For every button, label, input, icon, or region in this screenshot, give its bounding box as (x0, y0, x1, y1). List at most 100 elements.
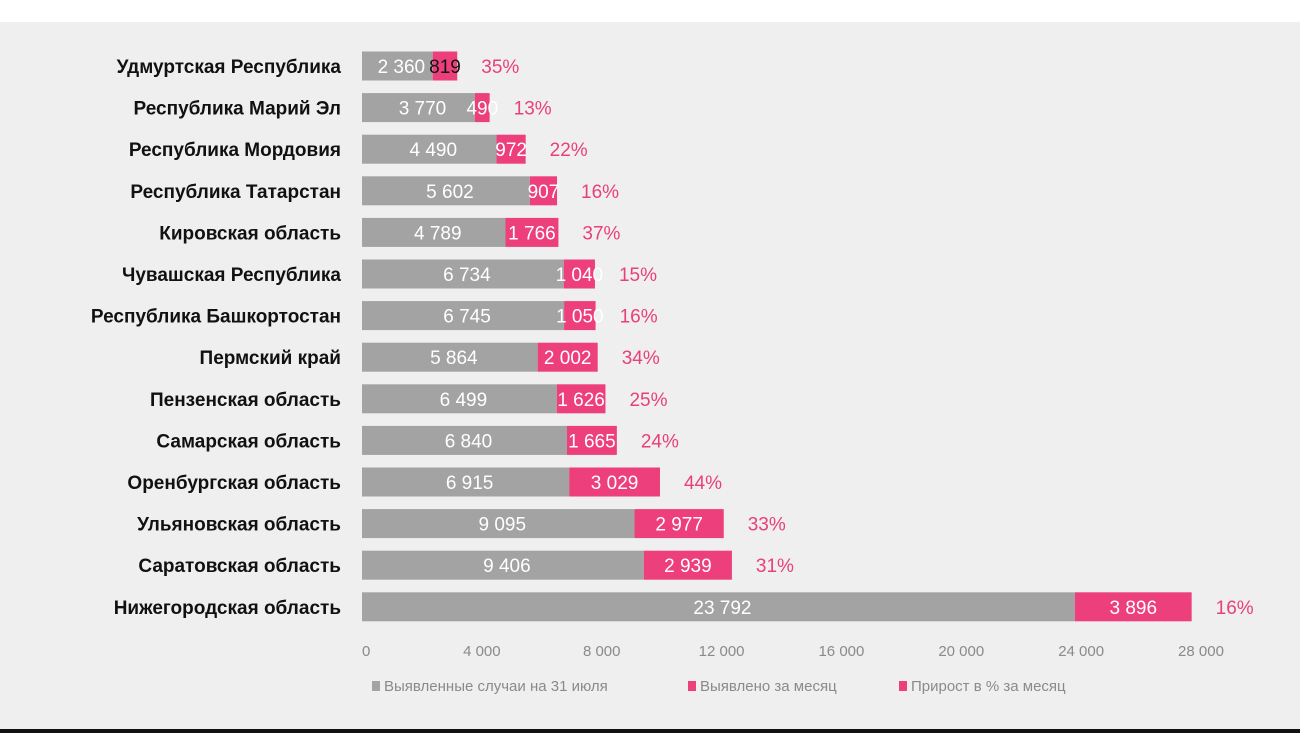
growth-percent-label: 16% (581, 182, 619, 203)
x-tick-label: 28 000 (1178, 643, 1224, 660)
bar-monthly-cases (496, 134, 526, 164)
total-cases-label: 6 745 (443, 307, 491, 328)
category-label: Чувашская Республика (122, 265, 341, 286)
monthly-cases-label: 490 (466, 99, 498, 120)
growth-percent-label: 33% (748, 515, 786, 536)
legend-swatch (372, 681, 380, 691)
legend-entry: Выявлено за месяц (700, 678, 837, 695)
category-label: Самарская область (156, 431, 341, 452)
bar-total-cases (362, 425, 567, 455)
bar-total-cases (362, 342, 538, 372)
x-tick-label: 0 (362, 643, 370, 660)
legend-swatch (899, 681, 907, 691)
bar-monthly-cases (643, 550, 732, 580)
category-label: Удмуртская Республика (117, 57, 342, 78)
total-cases-label: 6 499 (440, 390, 488, 411)
x-tick-label: 20 000 (938, 643, 984, 660)
bottom-border (0, 729, 1300, 733)
total-cases-label: 6 734 (443, 265, 491, 286)
bar-total-cases (362, 592, 1075, 622)
legend-entry: Прирост в % за месяц (911, 678, 1066, 695)
monthly-cases-label: 2 002 (544, 348, 592, 369)
category-label: Республика Башкортостан (91, 307, 341, 328)
monthly-cases-label: 1 766 (508, 223, 556, 244)
bar-monthly-cases (1074, 592, 1192, 622)
total-cases-label: 9 406 (483, 556, 531, 577)
bar-monthly-cases (564, 301, 596, 331)
monthly-cases-label: 2 939 (664, 556, 712, 577)
growth-percent-label: 37% (582, 223, 620, 244)
category-label: Республика Марий Эл (134, 99, 341, 120)
monthly-cases-label: 1 040 (556, 265, 604, 286)
category-label: Республика Мордовия (129, 140, 341, 161)
total-cases-label: 4 789 (414, 223, 462, 244)
x-tick-label: 12 000 (699, 643, 745, 660)
category-label: Нижегородская область (114, 598, 341, 619)
bar-monthly-cases (569, 467, 660, 497)
growth-percent-label: 44% (684, 473, 722, 494)
x-tick-label: 4 000 (463, 643, 501, 660)
bar-total-cases (362, 301, 565, 331)
legend-entry: Выявленные случаи на 31 июля (384, 678, 608, 695)
category-label: Ульяновская область (137, 515, 341, 536)
total-cases-label: 3 770 (399, 99, 447, 120)
growth-percent-label: 13% (514, 99, 552, 120)
monthly-cases-label: 972 (495, 140, 527, 161)
bar-total-cases (362, 176, 530, 206)
bar-total-cases (362, 51, 433, 81)
bar-total-cases (362, 384, 557, 414)
bar-total-cases (362, 217, 506, 247)
growth-percent-label: 25% (629, 390, 667, 411)
monthly-cases-label: 1 626 (557, 390, 605, 411)
x-tick-label: 8 000 (583, 643, 621, 660)
growth-percent-label: 31% (756, 556, 794, 577)
bar-monthly-cases (432, 51, 458, 81)
bar-monthly-cases (505, 217, 559, 247)
monthly-cases-label: 3 029 (591, 473, 639, 494)
total-cases-label: 23 792 (693, 598, 751, 619)
monthly-cases-label: 3 896 (1110, 598, 1158, 619)
bar-total-cases (362, 550, 644, 580)
total-cases-label: 4 490 (409, 140, 457, 161)
growth-percent-label: 16% (1216, 598, 1254, 619)
monthly-cases-label: 1 665 (568, 431, 616, 452)
bar-monthly-cases (634, 509, 724, 539)
growth-percent-label: 15% (619, 265, 657, 286)
total-cases-label: 5 602 (426, 182, 474, 203)
bar-monthly-cases (566, 425, 617, 455)
monthly-cases-label: 2 977 (655, 515, 703, 536)
x-tick-label: 24 000 (1058, 643, 1104, 660)
growth-percent-label: 22% (550, 140, 588, 161)
total-cases-label: 6 840 (445, 431, 493, 452)
bar-monthly-cases (556, 384, 606, 414)
growth-percent-label: 16% (620, 307, 658, 328)
bar-monthly-cases (537, 342, 598, 372)
category-label: Кировская область (159, 223, 341, 244)
total-cases-label: 5 864 (430, 348, 478, 369)
bar-monthly-cases (474, 93, 490, 123)
bar-total-cases (362, 259, 564, 289)
legend-swatch (688, 681, 696, 691)
category-label: Республика Татарстан (130, 182, 341, 203)
growth-percent-label: 34% (622, 348, 660, 369)
bar-total-cases (362, 509, 635, 539)
bar-total-cases (362, 93, 475, 123)
category-label: Пензенская область (150, 390, 341, 411)
bar-total-cases (362, 467, 570, 497)
category-label: Пермский край (200, 348, 341, 369)
monthly-cases-label: 907 (528, 182, 560, 203)
x-tick-label: 16 000 (818, 643, 864, 660)
bar-monthly-cases (563, 259, 595, 289)
growth-percent-label: 24% (641, 431, 679, 452)
growth-percent-label: 35% (481, 57, 519, 78)
monthly-cases-label: 1 050 (556, 307, 604, 328)
category-label: Оренбургская область (127, 473, 341, 494)
total-cases-label: 6 915 (446, 473, 494, 494)
total-cases-label: 2 360 (378, 57, 426, 78)
monthly-cases-label: 819 (429, 57, 461, 78)
category-label: Саратовская область (138, 556, 341, 577)
total-cases-label: 9 095 (478, 515, 526, 536)
bar-monthly-cases (529, 176, 558, 206)
bar-total-cases (362, 134, 497, 164)
